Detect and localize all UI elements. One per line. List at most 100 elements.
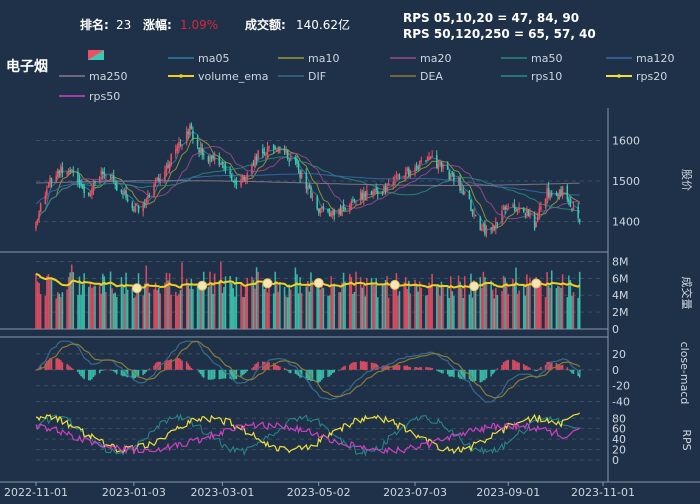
volume-bar xyxy=(114,292,116,329)
legend-label: rps20 xyxy=(636,70,667,83)
volume-bar xyxy=(201,290,203,329)
volume-bar xyxy=(251,276,253,329)
candlestick-legend-icon xyxy=(88,50,104,60)
macd-histogram-bar xyxy=(529,367,531,370)
candle-body xyxy=(266,147,269,155)
candle-body xyxy=(485,228,488,234)
candle-body xyxy=(98,176,101,181)
volume-bar xyxy=(254,288,256,329)
volume-bar xyxy=(47,274,50,329)
volume-bar xyxy=(145,265,148,329)
volume-bar xyxy=(38,283,40,329)
volume-bar xyxy=(333,283,336,329)
macd-histogram-bar xyxy=(67,365,70,370)
macd-histogram-bar xyxy=(47,359,50,370)
rank-value: 23 xyxy=(116,18,131,32)
macd-histogram-bar xyxy=(263,361,266,370)
volume-bar xyxy=(252,279,255,329)
macd-histogram-bar xyxy=(558,364,561,370)
macd-histogram-bar xyxy=(70,367,73,370)
macd-histogram-bar xyxy=(481,369,483,382)
volume-bar xyxy=(450,276,452,329)
macd-histogram-bar xyxy=(148,368,151,370)
volume-bar xyxy=(263,289,266,329)
volume-bar xyxy=(355,271,357,329)
volume-bar xyxy=(277,291,280,329)
volume-bar xyxy=(546,272,548,329)
volume-bar xyxy=(109,271,112,329)
candle-body xyxy=(94,181,96,183)
volume-signal-marker xyxy=(531,278,542,289)
macd-histogram-bar xyxy=(572,369,575,374)
volume-bar xyxy=(429,284,432,329)
candle-body xyxy=(243,176,245,180)
macd-histogram-bar xyxy=(566,367,569,370)
macd-histogram-bar xyxy=(366,361,368,370)
volume-bar xyxy=(78,276,81,329)
candle-body xyxy=(55,175,57,183)
candle-body xyxy=(66,172,68,174)
volume-bar xyxy=(55,298,57,329)
candle-body xyxy=(327,208,329,213)
volume-bar xyxy=(515,267,517,329)
volume-bar xyxy=(229,275,231,329)
candle-body xyxy=(272,145,275,149)
candle-body xyxy=(566,185,569,200)
candle-body xyxy=(546,188,548,200)
candle-body xyxy=(484,223,486,235)
candle-body xyxy=(285,150,287,154)
macd-histogram-bar xyxy=(89,369,92,381)
macd-histogram-bar xyxy=(198,369,200,373)
macd-histogram-bar xyxy=(338,369,340,371)
candle-body xyxy=(344,207,346,210)
volume-bar xyxy=(235,276,238,329)
macd-histogram-bar xyxy=(111,369,113,371)
volume-bar xyxy=(558,286,561,329)
volume-bar xyxy=(137,273,140,329)
macd-histogram-bar xyxy=(189,365,191,370)
macd-histogram-bar xyxy=(49,358,51,370)
candle-body xyxy=(221,162,224,165)
volume-bar xyxy=(176,295,179,329)
volume-bar xyxy=(359,277,362,329)
candle-body xyxy=(88,192,90,196)
macd-histogram-bar xyxy=(105,369,107,371)
candle-body xyxy=(137,205,140,212)
macd-histogram-bar xyxy=(288,369,290,373)
volume-bar xyxy=(344,281,346,329)
macd-histogram-bar xyxy=(524,365,527,370)
macd-histogram-bar xyxy=(397,364,399,370)
macd-histogram-bar xyxy=(484,369,486,381)
volume-bar xyxy=(578,271,581,329)
legend: ma05 ma10 ma20 ma50 ma120 ma250 volume_ema DIF D… xyxy=(59,52,674,103)
macd-histogram-bar xyxy=(201,369,203,377)
volume-bar xyxy=(257,271,259,329)
macd-histogram-bar xyxy=(170,359,172,370)
candle-body xyxy=(102,171,104,174)
macd-histogram-bar xyxy=(373,363,376,370)
volume-bar xyxy=(468,294,471,329)
volume-bar xyxy=(504,277,506,329)
volume-bar xyxy=(165,272,168,329)
candle-body xyxy=(126,199,129,202)
legend-label: rps10 xyxy=(531,70,562,83)
candle-body xyxy=(164,170,166,181)
volume-bar xyxy=(560,287,562,329)
volume-bar xyxy=(156,290,158,329)
candle-body xyxy=(557,194,559,197)
candle-body xyxy=(70,169,73,171)
volume-bar xyxy=(92,286,95,329)
volume-bar xyxy=(490,280,492,329)
candle-body xyxy=(373,190,376,192)
macd-histogram-bar xyxy=(244,369,247,373)
macd-histogram-bar xyxy=(203,369,205,378)
volume-bar xyxy=(540,280,542,329)
macd-histogram-bar xyxy=(133,369,135,380)
legend-item-ma20: ma20 xyxy=(390,52,451,65)
macd-histogram-bar xyxy=(535,369,537,372)
macd-histogram-bar xyxy=(156,361,158,370)
macd-histogram-bar xyxy=(192,369,194,370)
candle-body xyxy=(235,181,238,186)
candle-body xyxy=(504,206,506,210)
candle-body xyxy=(105,174,107,176)
